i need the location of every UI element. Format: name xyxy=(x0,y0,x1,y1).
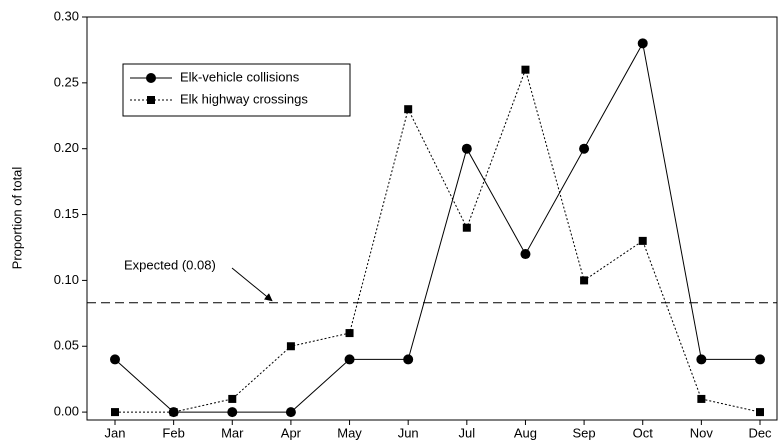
y-tick-label: 0.15 xyxy=(54,206,79,221)
x-tick-label: Feb xyxy=(162,425,184,440)
legend-label: Elk highway crossings xyxy=(180,91,308,106)
y-axis-label: Proportion of total xyxy=(9,167,24,270)
y-tick-label: 0.00 xyxy=(54,404,79,419)
point xyxy=(344,354,355,365)
series-line xyxy=(115,68,761,413)
point xyxy=(227,407,238,418)
legend-box xyxy=(122,63,351,117)
x-tick-label: Jul xyxy=(459,425,476,440)
y-tick-label: 0.05 xyxy=(54,338,79,353)
point xyxy=(520,249,531,260)
x-tick-label: Dec xyxy=(748,425,772,440)
point xyxy=(521,65,530,74)
point xyxy=(697,394,706,403)
plot-frame xyxy=(86,16,778,421)
point xyxy=(579,143,590,154)
point xyxy=(696,354,707,365)
reference-arrow xyxy=(231,267,273,302)
x-tick-label: Aug xyxy=(514,425,537,440)
point xyxy=(169,408,178,417)
x-tick-label: Nov xyxy=(690,425,714,440)
legend-marker xyxy=(146,73,156,83)
point xyxy=(111,408,119,417)
x-tick-label: Sep xyxy=(573,425,596,440)
point xyxy=(404,105,413,114)
point xyxy=(755,354,765,365)
x-tick-label: Jan xyxy=(105,425,126,440)
point xyxy=(461,143,472,154)
point xyxy=(756,408,764,417)
x-tick-label: Apr xyxy=(281,425,302,440)
y-tick-label: 0.10 xyxy=(54,272,79,287)
series-line xyxy=(114,41,760,413)
y-tick-label: 0.25 xyxy=(54,74,79,89)
point xyxy=(286,342,295,351)
legend-marker xyxy=(147,96,155,104)
reference-label: Expected (0.08) xyxy=(124,257,216,272)
y-tick-label: 0.20 xyxy=(54,140,79,155)
point xyxy=(637,38,648,49)
point xyxy=(580,276,589,285)
x-tick-label: May xyxy=(337,425,362,440)
point xyxy=(285,407,296,418)
point xyxy=(345,329,354,338)
point xyxy=(228,394,237,403)
x-tick-label: Jun xyxy=(398,425,419,440)
legend-label: Elk-vehicle collisions xyxy=(180,69,300,84)
x-tick-label: Oct xyxy=(633,425,654,440)
point xyxy=(462,223,471,232)
point xyxy=(110,354,120,365)
point xyxy=(638,236,647,245)
point xyxy=(403,354,414,365)
x-tick-label: Mar xyxy=(221,425,244,440)
y-tick-label: 0.30 xyxy=(54,8,79,23)
